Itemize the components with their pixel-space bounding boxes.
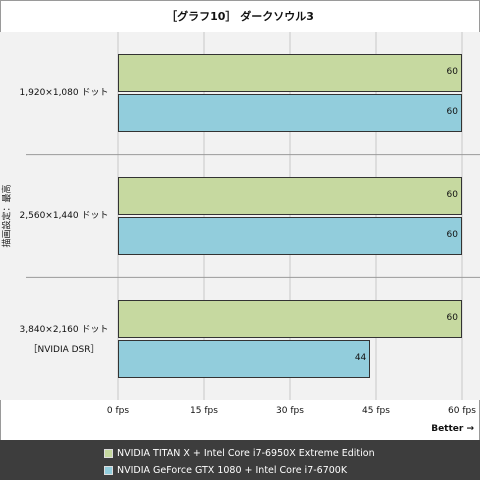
legend-swatch <box>104 465 113 475</box>
better-label: Better → <box>431 424 474 434</box>
bar-value-label: 44 <box>354 352 367 363</box>
bar-value-label: 60 <box>446 107 458 118</box>
bar <box>118 217 462 255</box>
bar <box>118 177 462 215</box>
legend-item: NVIDIA TITAN X + Intel Core i7-6950X Ext… <box>104 445 375 461</box>
bar <box>118 339 371 378</box>
bar-value-label: 60 <box>446 230 458 240</box>
grid-lines <box>26 32 480 400</box>
category-label: 2,560×1,440 ドット <box>18 209 110 223</box>
chart-title: ［グラフ10］ ダークソウル3 <box>166 10 314 23</box>
category-label-text: 2,560×1,440 ドット <box>19 211 109 221</box>
bar <box>118 54 462 93</box>
legend-item: NVIDIA GeForce GTX 1080 + Intel Core i7-… <box>104 462 347 478</box>
bar <box>118 299 462 338</box>
x-tick-label: 45 fps <box>362 406 390 416</box>
legend-label: NVIDIA TITAN X + Intel Core i7-6950X Ext… <box>117 447 375 459</box>
x-tick-label: 0 fps <box>106 406 130 416</box>
x-tick-label: 60 fps <box>448 406 476 416</box>
plot-area <box>0 32 480 400</box>
bar-value-label: 60 <box>446 67 458 78</box>
x-tick-label: 15 fps <box>190 406 218 416</box>
bar-value-label: 60 <box>446 312 458 323</box>
category-label: 3,840×2,160 ドット ［NVIDIA DSR］ <box>18 323 110 357</box>
bar-value-label: 60 <box>446 190 458 200</box>
category-label: 1,920×1,080 ドット <box>18 86 110 100</box>
legend-label: NVIDIA GeForce GTX 1080 + Intel Core i7-… <box>117 464 348 476</box>
legend-swatch <box>104 448 113 458</box>
category-label-text: 1,920×1,080 ドット <box>19 88 109 99</box>
bar <box>118 94 462 133</box>
category-sublabel: ［NVIDIA DSR］ <box>28 344 100 355</box>
legend: NVIDIA TITAN X + Intel Core i7-6950X Ext… <box>0 440 480 480</box>
x-tick-label: 30 fps <box>276 406 304 416</box>
category-label-text: 3,840×2,160 ドット <box>19 324 109 335</box>
y-axis-label: 描画設定：最高 <box>2 184 13 248</box>
